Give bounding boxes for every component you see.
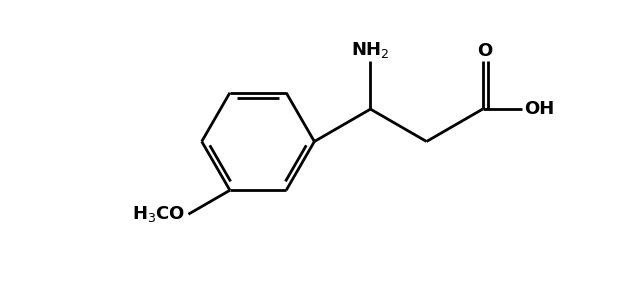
Text: NH$_2$: NH$_2$ xyxy=(351,40,390,59)
Text: O: O xyxy=(477,42,493,59)
Text: OH: OH xyxy=(524,100,555,118)
Text: H$_3$CO: H$_3$CO xyxy=(132,204,186,224)
